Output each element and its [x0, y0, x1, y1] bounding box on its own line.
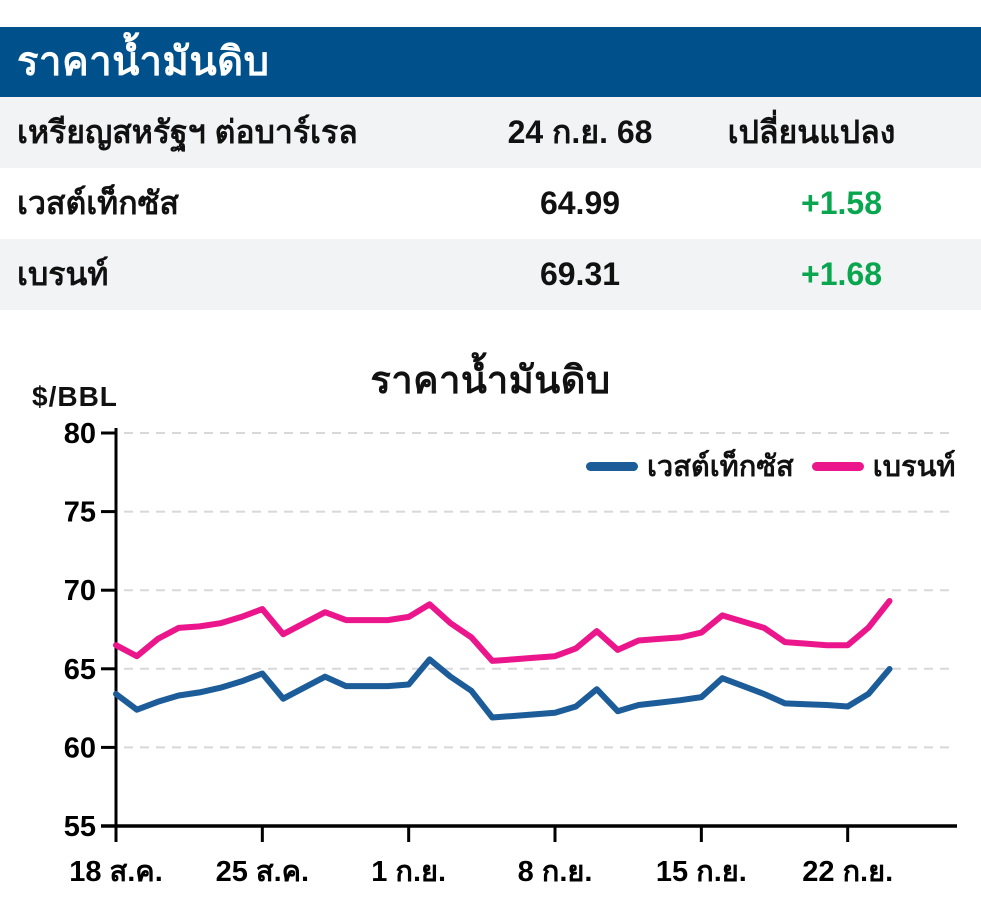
y-tick-label: 65	[64, 654, 96, 686]
legend-swatch-brent	[811, 461, 864, 471]
col-header-change: เปลี่ยนแปลง	[727, 114, 896, 150]
x-tick-label: 8 ก.ย.	[518, 856, 593, 888]
col-header-unit: เหรียญสหรัฐฯ ต่อบาร์เรล	[17, 114, 358, 150]
col-header-date: 24 ก.ย. 68	[507, 114, 653, 150]
x-tick-label: 1 ก.ย.	[371, 856, 446, 888]
x-tick-label: 25 ส.ค.	[216, 856, 310, 888]
x-tick-label: 22 ก.ย.	[802, 856, 893, 888]
legend-label-wti: เวสต์เท็กซัส	[647, 451, 794, 483]
y-tick-label: 70	[64, 575, 96, 607]
y-tick-label: 80	[64, 418, 96, 450]
price-value: 64.99	[539, 185, 621, 221]
x-tick-label: 15 ก.ย.	[656, 856, 747, 888]
y-tick-label: 60	[64, 732, 96, 764]
legend-item-brent: เบรนท์	[811, 443, 956, 489]
table-row: เวสต์เท็กซัส 64.99 +1.58	[0, 168, 981, 239]
y-tick-label: 75	[64, 497, 96, 529]
instrument-name: เวสต์เท็กซัส	[17, 185, 179, 221]
chart-legend: เวสต์เท็กซัส เบรนท์	[586, 446, 956, 486]
price-table: เหรียญสหรัฐฯ ต่อบาร์เรล 24 ก.ย. 68 เปลี่…	[0, 97, 981, 310]
instrument-name: เบรนท์	[17, 256, 109, 292]
price-change: +1.68	[801, 256, 882, 292]
y-tick-label: 55	[64, 811, 96, 843]
table-header-row: เหรียญสหรัฐฯ ต่อบาร์เรล 24 ก.ย. 68 เปลี่…	[0, 97, 981, 168]
legend-swatch-wti	[586, 461, 638, 471]
legend-label-brent: เบรนท์	[872, 451, 956, 483]
price-value: 69.31	[539, 256, 621, 292]
y-axis-unit-label: $/BBL	[32, 381, 118, 412]
x-tick-label: 18 ส.ค.	[69, 856, 163, 888]
table-row: เบรนท์ 69.31 +1.68	[0, 239, 981, 310]
price-change: +1.58	[801, 185, 882, 221]
table-title: ราคาน้ำมันดิบ	[17, 40, 270, 84]
table-title-banner: ราคาน้ำมันดิบ	[0, 27, 981, 97]
legend-item-wti: เวสต์เท็กซัส	[586, 443, 794, 489]
chart-title: ราคาน้ำมันดิบ	[370, 360, 611, 402]
series-line-wti	[113, 656, 893, 721]
series-line-brent	[113, 598, 893, 664]
